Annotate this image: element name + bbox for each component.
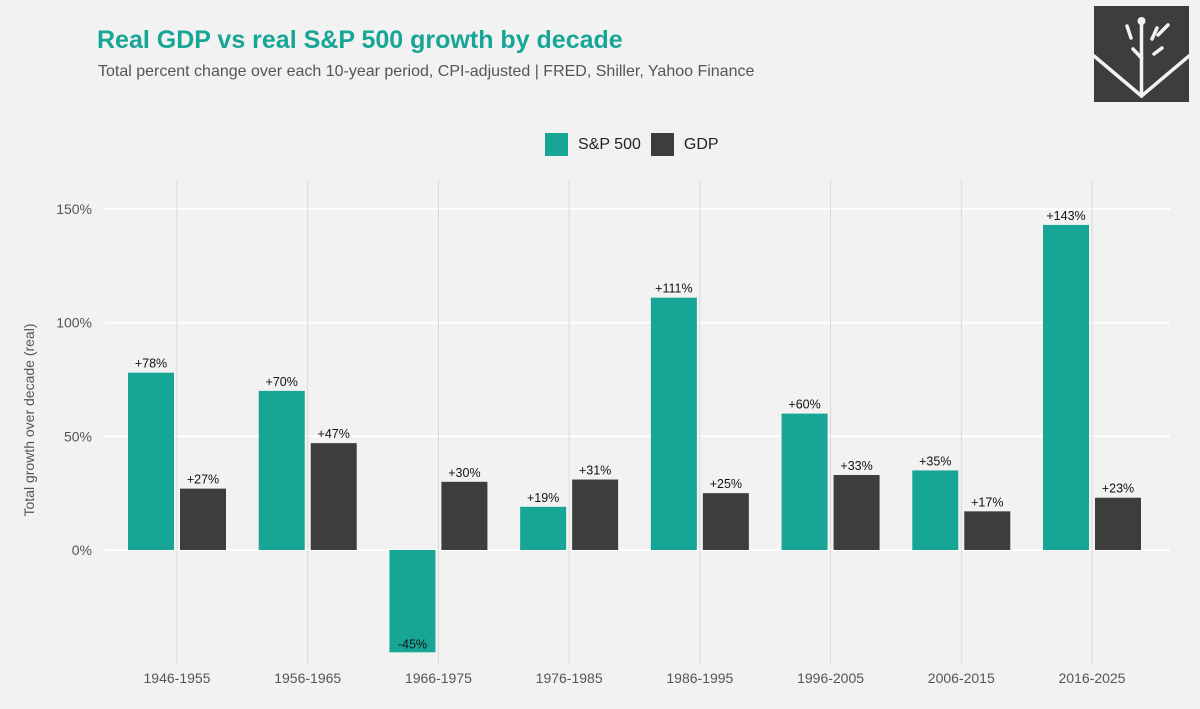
bar-value-label-gdp: +33% — [840, 459, 872, 473]
bar-sp500 — [781, 413, 828, 550]
bar-gdp — [702, 493, 749, 550]
bar-value-label-gdp: +30% — [448, 466, 480, 480]
x-tick-label: 1996-2005 — [797, 670, 864, 686]
bar-gdp — [964, 511, 1011, 550]
x-tick-label: 1966-1975 — [405, 670, 472, 686]
bar-value-label-sp500: +143% — [1046, 209, 1085, 223]
y-tick-label: 50% — [64, 428, 92, 444]
tree-logo-icon — [1094, 6, 1189, 102]
chart-subtitle: Total percent change over each 10-year p… — [98, 63, 755, 80]
bar-value-label-sp500: +35% — [919, 454, 951, 468]
x-tick-label: 1976-1985 — [536, 670, 603, 686]
bar-gdp — [1095, 497, 1141, 550]
bar-value-label-gdp: +47% — [318, 427, 350, 441]
y-tick-label: 150% — [56, 201, 92, 217]
bar-value-label-sp500: +70% — [266, 375, 298, 389]
legend-label-gdp: GDP — [683, 135, 719, 153]
y-axis-title: Total growth over decade (real) — [21, 324, 37, 517]
bar-gdp — [310, 443, 357, 550]
legend: S&P 500 GDP — [545, 133, 729, 156]
bar-value-label-sp500: +111% — [655, 282, 692, 296]
bar-gdp — [572, 479, 619, 550]
chart-title: Real GDP vs real S&P 500 growth by decad… — [97, 26, 623, 54]
x-tick-label: 2006-2015 — [928, 670, 995, 686]
bar-value-label-sp500: +78% — [135, 357, 167, 371]
bar-sp500 — [1043, 224, 1089, 550]
y-tick-label: 0% — [72, 542, 92, 558]
bar-value-label-gdp: +31% — [579, 464, 611, 478]
bar-sp500 — [128, 372, 174, 550]
bar-gdp — [833, 474, 880, 550]
legend-swatch-gdp — [650, 133, 674, 156]
bar-gdp — [180, 488, 226, 550]
legend-swatch-sp500 — [545, 133, 568, 156]
bar-value-label-sp500: +60% — [788, 398, 820, 412]
bar-value-label-gdp: +25% — [710, 477, 742, 491]
bar-gdp — [441, 481, 488, 550]
bar-layer — [128, 224, 1141, 653]
bar-value-label-sp500: -45% — [398, 637, 427, 651]
bar-sp500 — [912, 470, 959, 550]
bar-sp500 — [650, 297, 697, 550]
legend-item-sp500: S&P 500 — [545, 133, 641, 156]
bar-value-label-gdp: +23% — [1102, 482, 1134, 496]
x-tick-label: 1956-1965 — [274, 670, 341, 686]
label-layer: 0% 50% 100% 150% 1946-1955 1956-1965 1966-1975… — [56, 201, 1134, 686]
bar-value-label-sp500: +19% — [527, 491, 559, 505]
bar-value-label-gdp: +17% — [971, 495, 1003, 509]
y-tick-label: 100% — [56, 315, 92, 331]
x-tick-label: 1986-1995 — [666, 670, 733, 686]
x-tick-label: 2016-2025 — [1059, 670, 1126, 686]
bar-sp500 — [389, 550, 436, 653]
bar-value-label-gdp: +27% — [187, 473, 219, 487]
bar-sp500 — [520, 506, 567, 550]
legend-label-sp500: S&P 500 — [578, 135, 641, 153]
legend-item-gdp: GDP — [650, 133, 719, 156]
bar-sp500 — [258, 390, 305, 550]
x-tick-label: 1946-1955 — [144, 670, 211, 686]
